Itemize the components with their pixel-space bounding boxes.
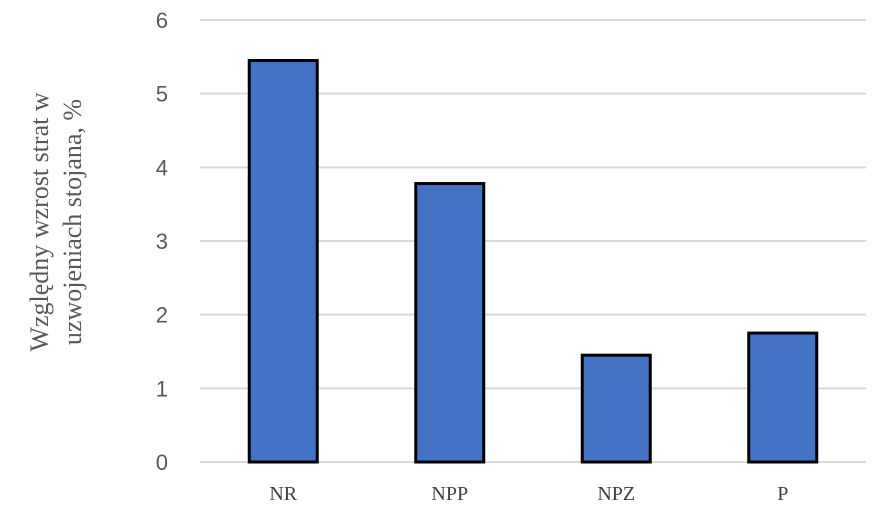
bar-npp: [414, 182, 486, 464]
y-tick-label-2: 2: [156, 303, 168, 328]
y-tick-label-4: 4: [156, 155, 168, 180]
y-tick-label-6: 6: [156, 8, 168, 33]
x-category-label-p: P: [777, 483, 788, 505]
bar-p: [747, 331, 819, 464]
y-tick-label-5: 5: [156, 82, 168, 107]
y-tick-label-0: 0: [156, 450, 168, 475]
y-tick-label-1: 1: [156, 376, 168, 401]
x-category-label-npp: NPP: [431, 483, 468, 505]
y-axis-title-line-1: Względny wzrost strat w: [25, 92, 54, 351]
bar-nr: [247, 59, 319, 464]
x-axis-categories: NR NPP NPZ P: [269, 483, 788, 505]
bars: [247, 59, 819, 464]
y-axis-title-line-2: uzwojeniach stojana, %: [58, 99, 87, 345]
bar-npz: [580, 353, 652, 464]
x-category-label-npz: NPZ: [597, 483, 635, 505]
y-tick-label-3: 3: [156, 229, 168, 254]
y-axis-ticks: 0 1 2 3 4 5 6: [156, 8, 168, 475]
x-category-label-nr: NR: [269, 483, 297, 505]
